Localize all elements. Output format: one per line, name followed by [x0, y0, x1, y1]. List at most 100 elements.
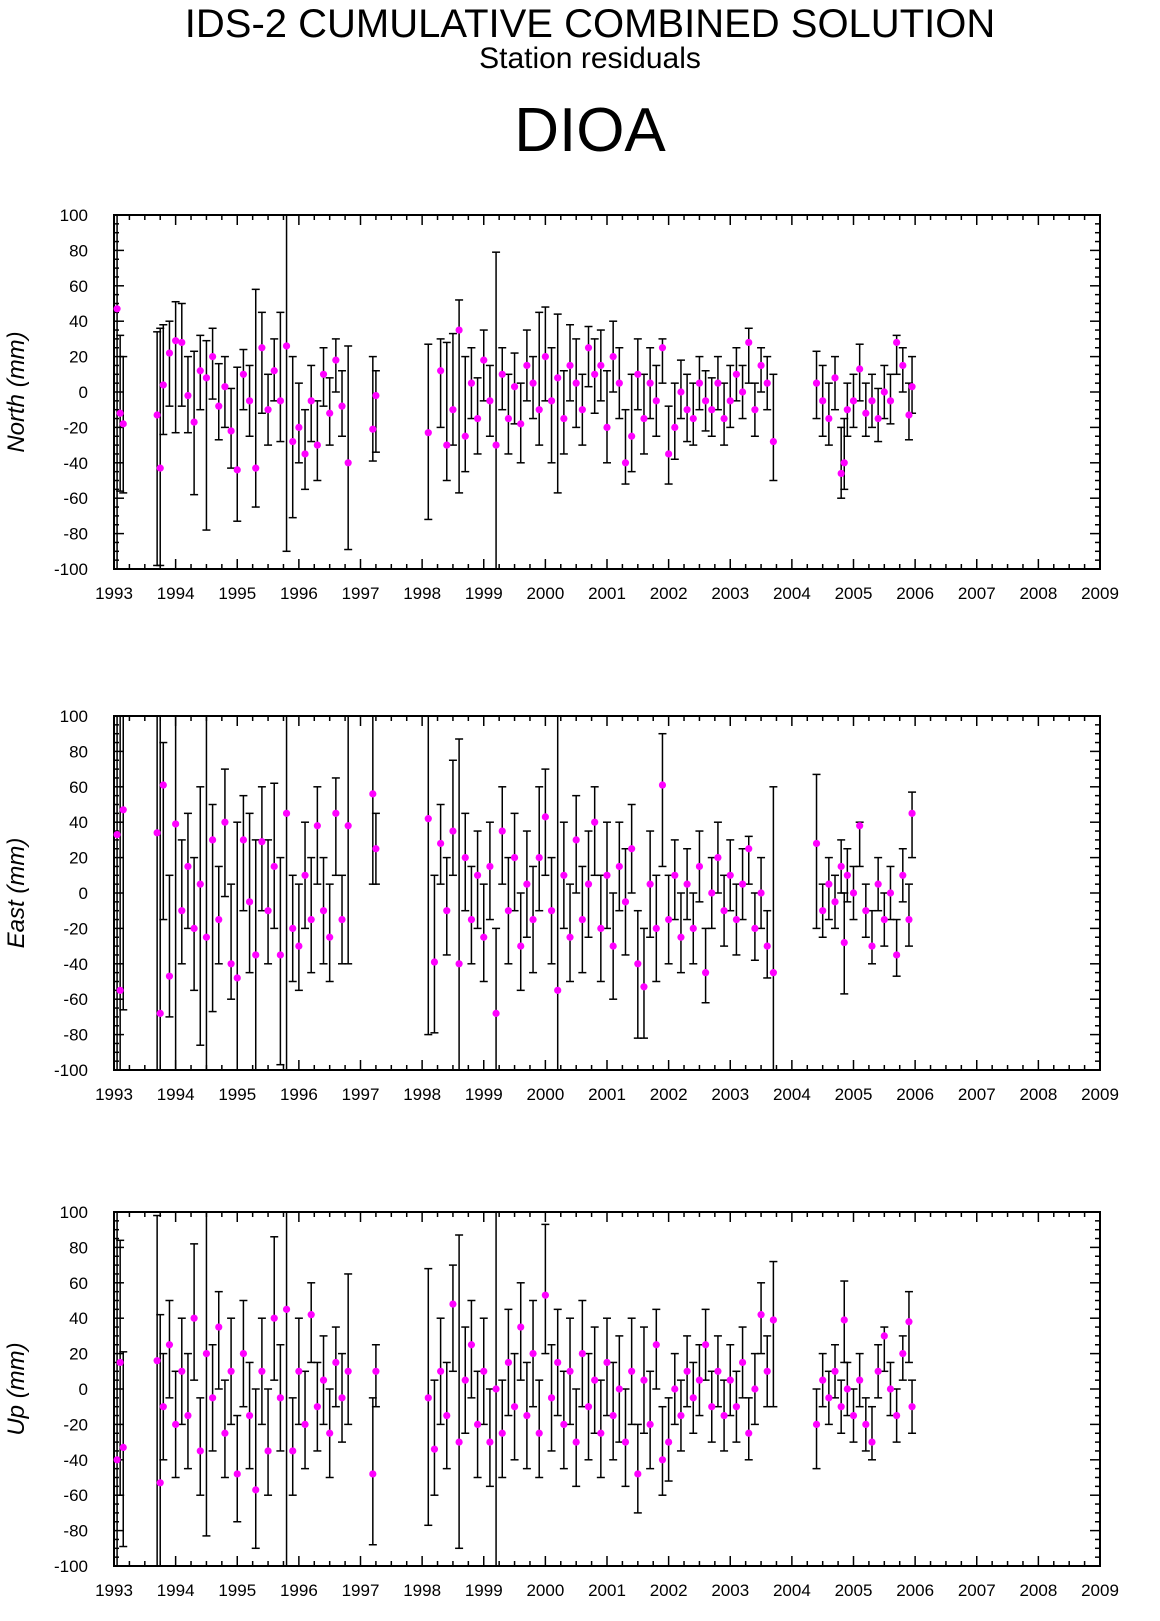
data-point [628, 1367, 636, 1375]
data-point [695, 862, 704, 871]
data-point [492, 1385, 500, 1393]
x-tick-label: 2003 [711, 1581, 749, 1600]
data-point [209, 836, 217, 844]
y-tick-label: 80 [69, 742, 88, 761]
x-tick-label: 2005 [835, 584, 873, 603]
panel-east: 100 80 60 40 20 0 -20 -40 -60 -80 -100 1993 1994 1995… [3, 707, 1119, 1104]
data-point [554, 374, 562, 382]
data-point [313, 822, 321, 830]
data-point [156, 464, 164, 472]
y-tick-label: 100 [60, 206, 88, 225]
data-point [702, 397, 710, 405]
data-point [584, 880, 593, 888]
data-point [646, 379, 654, 387]
data-point [584, 1403, 593, 1411]
data-point [720, 1411, 728, 1420]
data-point [683, 880, 691, 888]
x-tick-label: 2006 [896, 1085, 934, 1104]
data-point [837, 862, 845, 871]
data-point [535, 854, 543, 862]
data-point [473, 414, 482, 423]
data-point [455, 326, 463, 334]
data-point [541, 813, 549, 821]
data-point [905, 411, 913, 419]
x-tick-label: 2008 [1019, 1085, 1057, 1104]
chart-subtitle: Station residuals [479, 42, 701, 75]
data-point [449, 1300, 457, 1308]
data-point [159, 381, 167, 389]
data-point [424, 429, 432, 437]
data-point [424, 815, 432, 823]
data-point [523, 880, 531, 888]
x-tick-label: 2000 [526, 1085, 564, 1104]
data-point [486, 1438, 494, 1446]
data-point [732, 915, 741, 924]
x-tick-label: 2003 [711, 584, 749, 603]
data-point [245, 898, 254, 906]
x-tick-label: 1993 [95, 1581, 133, 1600]
data-point [634, 960, 642, 968]
data-point [868, 1438, 876, 1446]
data-point [184, 391, 192, 400]
data-point [461, 432, 469, 440]
data-point [172, 1420, 180, 1428]
data-point [763, 379, 771, 387]
data-point [209, 353, 217, 361]
data-point [566, 933, 574, 941]
data-point [812, 1420, 821, 1428]
data-point [874, 1367, 882, 1375]
data-point [893, 951, 901, 959]
y-tick-label: -80 [63, 1522, 88, 1541]
data-point [572, 1438, 580, 1446]
data-point [233, 466, 241, 474]
data-point [880, 388, 888, 396]
data-point [732, 1403, 741, 1411]
data-point [178, 907, 186, 915]
data-point [295, 942, 303, 950]
data-point [332, 809, 340, 817]
data-point [165, 1341, 174, 1349]
data-point [113, 1456, 121, 1464]
data-point [270, 1314, 278, 1322]
data-point [270, 862, 278, 871]
data-point [215, 1323, 223, 1331]
data-point [252, 464, 260, 472]
data-point [609, 353, 617, 361]
data-point [258, 1367, 266, 1375]
data-point [461, 1376, 469, 1384]
data-point [856, 1376, 864, 1384]
data-point [510, 1403, 519, 1411]
data-point [708, 1403, 716, 1411]
data-point [702, 1341, 710, 1349]
data-point [307, 1311, 315, 1319]
data-point [738, 880, 747, 888]
x-tick-label: 2000 [526, 1581, 564, 1600]
x-tick-label: 2008 [1019, 1581, 1057, 1600]
data-point [745, 1429, 753, 1437]
y-axis-label: East (mm) [3, 838, 30, 949]
data-point [301, 871, 309, 879]
data-point [443, 1411, 451, 1420]
data-point [738, 1358, 747, 1367]
data-point [640, 414, 648, 423]
data-point [113, 830, 121, 839]
x-tick-label: 2000 [526, 584, 564, 603]
data-point [751, 1385, 759, 1393]
data-point [190, 924, 198, 933]
data-point [634, 370, 642, 378]
x-tick-label: 1998 [403, 1581, 441, 1600]
data-point [908, 1403, 916, 1411]
data-point [486, 397, 494, 405]
data-point [184, 862, 192, 871]
data-point [769, 437, 777, 446]
data-point [732, 370, 741, 378]
data-point [868, 397, 876, 405]
data-point [874, 880, 882, 888]
data-point [372, 1367, 380, 1375]
y-tick-label: 100 [60, 1203, 88, 1222]
data-point [665, 450, 673, 458]
data-point [658, 781, 667, 789]
data-point [584, 344, 593, 352]
data-point [677, 933, 685, 941]
data-point [498, 1429, 506, 1437]
